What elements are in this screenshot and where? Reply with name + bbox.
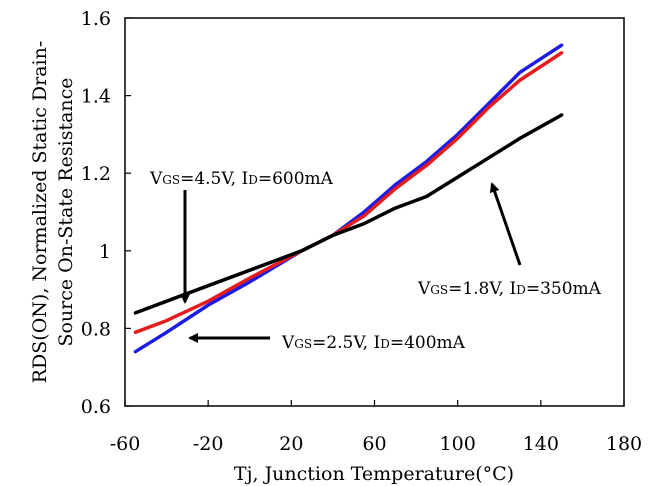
x-tick-label: -20 [193,433,224,455]
series-line-3 [133,113,564,315]
axis-ticks [124,17,625,407]
annotation-vgs-1-8v: VGS=1.8V, ID=350mA [417,279,602,299]
y-tick-label: 1.6 [81,8,111,30]
x-tick-label: 100 [440,433,476,455]
y-tick-label: 1.2 [81,163,111,185]
y-axis-title-line1: RDS(ON), Normalized Static Drain- [29,41,51,384]
x-axis-title: Tj, Junction Temperature(°C) [234,463,514,485]
y-tick-label: 1 [99,241,111,263]
x-tick-label: 180 [606,433,642,455]
y-tick-label: 0.6 [81,396,111,418]
x-tick-label: -60 [110,433,141,455]
series-line-1 [133,43,564,354]
x-tick-label: 140 [523,433,559,455]
annotation-bg-vgs-2-5v [274,328,484,354]
annotation-vgs-2-5v: VGS=2.5V, ID=400mA [281,333,466,353]
y-tick-label: 0.8 [81,318,111,340]
y-axis-title: RDS(ON), Normalized Static Drain- Source… [29,41,77,384]
y-axis-title-line2: Source On-State Resistance [55,77,77,346]
x-tick-label: 20 [279,433,303,455]
series-lines [133,43,564,354]
annotation-arrow-vgs-1-8v [489,182,522,266]
tick-labels: -60 -20 20 60 100 140 180 0.6 0.8 1 1.2 1.4 1.6 [81,8,642,455]
y-tick-label: 1.4 [81,86,111,108]
x-tick-label: 60 [362,433,386,455]
series-line-2 [133,51,564,335]
annotation-vgs-4-5v: VGS=4.5V, ID=600mA [149,169,334,189]
